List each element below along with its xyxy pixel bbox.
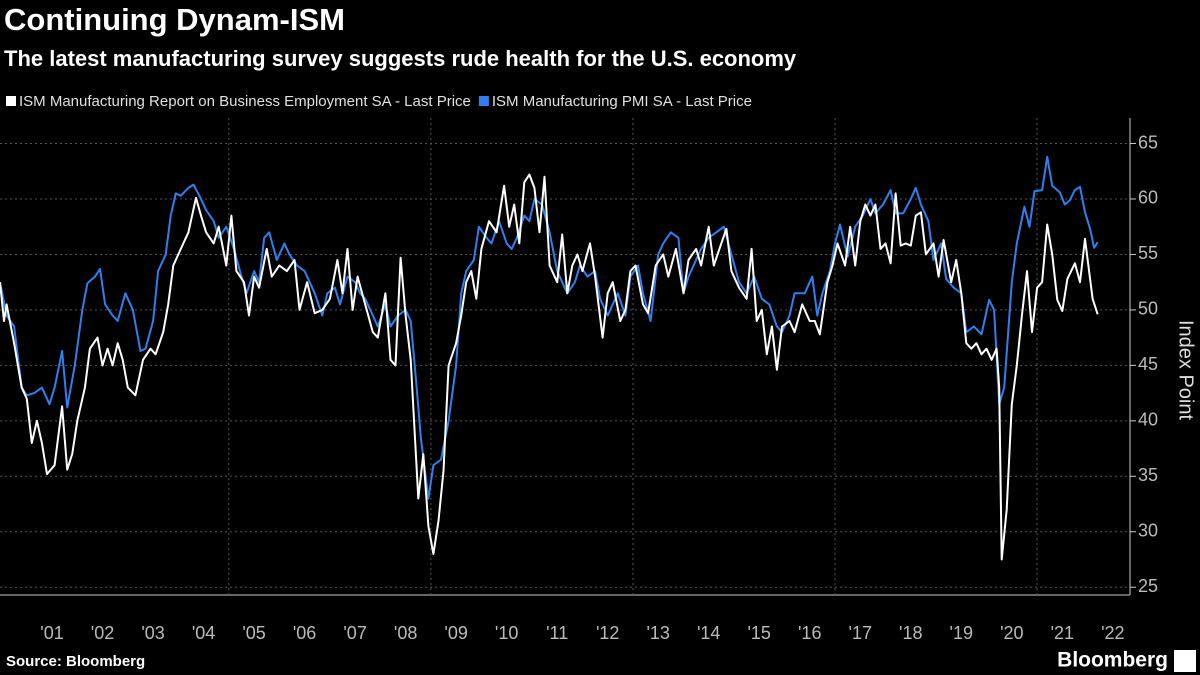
legend-label: ISM Manufacturing PMI SA - Last Price	[492, 93, 752, 110]
x-tick-label: '22	[1101, 623, 1124, 643]
legend-label: ISM Manufacturing Report on Business Emp…	[19, 93, 471, 110]
source: Source: Bloomberg	[6, 653, 145, 670]
x-tick-label: '08	[394, 623, 417, 643]
y-tick-label: 30	[1138, 521, 1158, 541]
legend-swatch	[478, 96, 489, 106]
x-tick-label: '09	[444, 623, 467, 643]
y-tick-label: 45	[1138, 354, 1158, 374]
x-tick-label: '05	[242, 623, 265, 643]
x-tick-label: '03	[141, 623, 164, 643]
x-tick-label: '15	[747, 623, 770, 643]
x-tick-label: '10	[495, 623, 518, 643]
x-tick-label: '02	[91, 623, 114, 643]
legend-swatch	[6, 96, 16, 106]
logo-icon	[1174, 650, 1196, 672]
logo: Bloomberg	[1057, 649, 1168, 672]
chart-title: Continuing Dynam-ISM	[4, 2, 345, 37]
y-tick-label: 55	[1138, 243, 1158, 263]
x-tick-label: '20	[1000, 623, 1023, 643]
y-tick-label: 35	[1138, 465, 1158, 485]
x-tick-label: '13	[646, 623, 669, 643]
y-tick-label: 65	[1138, 132, 1158, 152]
y-tick-label: 60	[1138, 188, 1158, 208]
x-tick-label: '01	[40, 623, 63, 643]
y-tick-label: 25	[1138, 576, 1158, 596]
x-tick-label: '07	[343, 623, 366, 643]
x-tick-label: '14	[697, 623, 720, 643]
x-tick-label: '16	[798, 623, 821, 643]
x-tick-label: '17	[849, 623, 872, 643]
y-tick-label: 40	[1138, 410, 1158, 430]
x-tick-label: '04	[192, 623, 215, 643]
chart-subtitle: The latest manufacturing survey suggests…	[4, 46, 797, 71]
series-line	[0, 155, 1099, 500]
x-tick-label: '21	[1051, 623, 1074, 643]
y-axis-label: Index Point	[1175, 320, 1197, 421]
x-tick-label: '12	[596, 623, 619, 643]
x-tick-label: '18	[899, 623, 922, 643]
x-tick-label: '06	[293, 623, 316, 643]
series-line	[0, 173, 1099, 561]
x-tick-label: '11	[546, 623, 568, 643]
y-tick-label: 50	[1138, 299, 1158, 319]
x-tick-label: '19	[950, 623, 973, 643]
